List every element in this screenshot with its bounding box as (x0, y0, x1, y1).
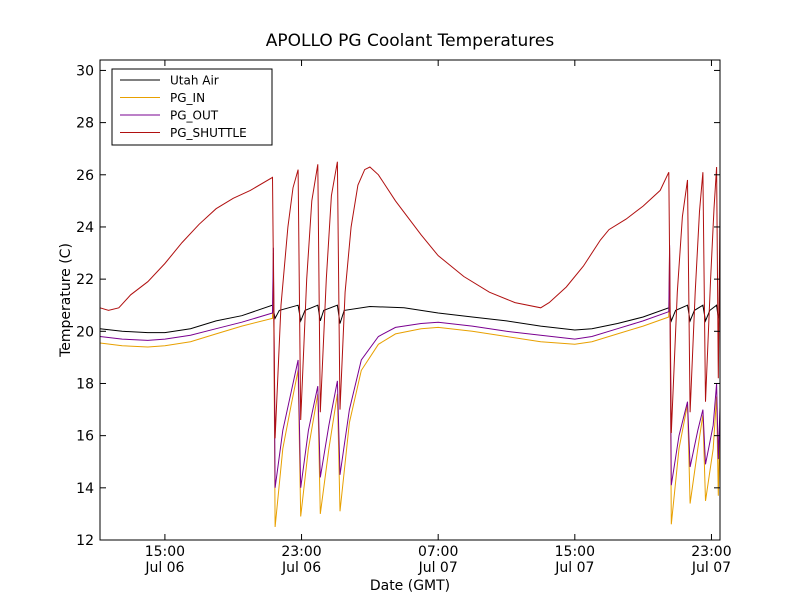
y-tick-label: 14 (76, 481, 94, 497)
x-tick-date-label: Jul 07 (554, 560, 594, 576)
legend-label: PG_IN (170, 91, 205, 105)
y-axis-title: Temperature (C) (58, 243, 74, 358)
y-tick-label: 28 (76, 116, 94, 132)
series-line-pg-out (99, 245, 721, 488)
y-tick-label: 22 (76, 272, 94, 288)
x-tick-time-label: 23:00 (281, 544, 321, 560)
x-tick-date-label: Jul 07 (418, 560, 458, 576)
x-tick-time-label: 15:00 (555, 544, 595, 560)
y-axis: 12 14 16 18 20 22 24 26 28 30 (76, 63, 720, 549)
x-tick-time-label: 15:00 (145, 544, 185, 560)
series-layer (99, 161, 721, 528)
x-axis-title: Date (GMT) (370, 578, 450, 594)
y-tick-label: 26 (76, 168, 94, 184)
y-tick-label: 12 (76, 533, 94, 549)
plot-frame (99, 59, 721, 541)
series-line-utah-air (99, 304, 721, 334)
x-tick-time-label: 07:00 (418, 544, 458, 560)
y-tick-label: 18 (76, 376, 94, 392)
series-line-pg-shuttle (99, 161, 721, 439)
legend-label: Utah Air (170, 74, 219, 88)
y-tick-label: 16 (76, 429, 94, 445)
legend-label: PG_SHUTTLE (170, 126, 247, 140)
chart-title: APOLLO PG Coolant Temperatures (266, 31, 555, 51)
x-tick-date-label: Jul 07 (691, 560, 731, 576)
y-tick-label: 20 (76, 324, 94, 340)
y-tick-label: 30 (76, 63, 94, 79)
legend: Utah Air PG_IN PG_OUT PG_SHUTTLE (111, 68, 273, 146)
legend-label: PG_OUT (170, 109, 219, 123)
x-tick-date-label: Jul 06 (144, 560, 184, 576)
x-tick-date-label: Jul 06 (281, 560, 321, 576)
x-tick-time-label: 23:00 (691, 544, 731, 560)
y-tick-label: 24 (76, 220, 94, 236)
